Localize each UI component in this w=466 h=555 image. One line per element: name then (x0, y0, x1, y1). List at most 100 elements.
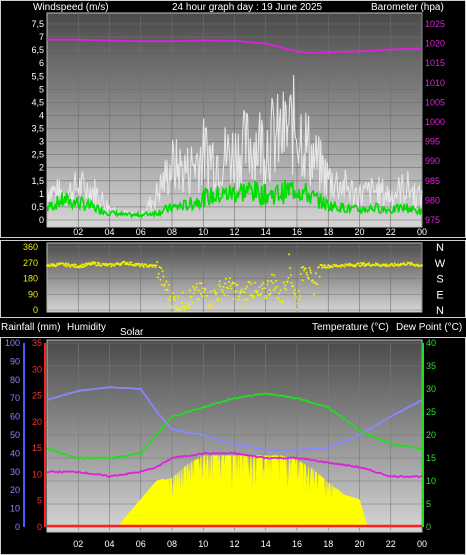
humidity-tick-label: 30 (10, 467, 20, 477)
direction-point (367, 262, 370, 265)
direction-point (71, 264, 74, 267)
direction-point (96, 261, 99, 264)
wind-tick-label: 0 (39, 215, 44, 225)
direction-point (253, 295, 255, 298)
direction-point (285, 288, 288, 291)
direction-point (175, 306, 178, 309)
direction-point (248, 281, 251, 283)
direction-point (169, 295, 172, 298)
direction-point (255, 291, 258, 294)
direction-point (113, 264, 116, 267)
direction-point (210, 290, 213, 293)
direction-point (177, 295, 180, 298)
direction-point (162, 275, 165, 278)
direction-point (241, 307, 244, 310)
direction-point (293, 288, 296, 291)
direction-point (128, 263, 130, 266)
direction-point (171, 292, 174, 295)
direction-point (275, 285, 278, 288)
direction-point (154, 266, 157, 269)
direction-point (164, 283, 166, 286)
direction-point (190, 295, 193, 298)
rain-tick-label: 10 (32, 469, 42, 479)
direction-point (239, 290, 242, 293)
rain-tick-label: 0 (37, 522, 42, 532)
rainfall-axis-label: Rainfall (mm) (1, 322, 60, 333)
humidity-tick-label: 10 (10, 504, 20, 514)
wind-tick-label: 3 (39, 137, 44, 147)
wind-tick-label: 6 (39, 58, 44, 68)
direction-point (393, 262, 396, 265)
direction-point (361, 262, 364, 265)
direction-point (309, 269, 312, 272)
temperature-tick-label: 40 (426, 338, 436, 348)
direction-point (231, 281, 234, 284)
direction-point (142, 266, 145, 269)
temperature-tick-label: 0 (426, 522, 431, 532)
direction-point (254, 289, 257, 292)
climate-x-tick-label: 20 (354, 539, 364, 549)
direction-point (261, 287, 264, 290)
direction-point (199, 282, 202, 284)
direction-point (299, 273, 302, 275)
direction-point (204, 288, 207, 290)
direction-point (206, 294, 209, 297)
direction-point (228, 277, 231, 280)
direction-point (165, 280, 168, 283)
direction-point (186, 302, 189, 305)
temperature-tick-label: 25 (426, 407, 436, 417)
direction-point (310, 271, 313, 274)
direction-point (249, 294, 252, 297)
direction-point (236, 284, 239, 287)
direction-point (178, 308, 181, 311)
direction-point (195, 286, 198, 289)
direction-point (209, 307, 212, 310)
temperature-tick-label: 15 (426, 453, 436, 463)
direction-point (299, 294, 302, 297)
direction-point (246, 285, 248, 288)
humidity-tick-label: 90 (10, 356, 20, 366)
barometer-tick-label: 985 (425, 176, 440, 186)
direction-point (191, 301, 194, 304)
humidity-series-line (46, 386, 423, 451)
direction-point (258, 286, 261, 289)
direction-point (249, 282, 252, 285)
humidity-tick-label: 20 (10, 485, 20, 495)
climate-x-tick-label: 12 (229, 539, 239, 549)
rain-tick-label: 15 (32, 443, 42, 453)
direction-point (176, 308, 179, 311)
direction-tick-label: 360 (23, 242, 38, 252)
direction-point (305, 271, 308, 274)
wind-tick-label: 6,5 (31, 45, 44, 55)
humidity-tick-label: 70 (10, 393, 20, 403)
direction-point (96, 264, 98, 267)
direction-point (214, 290, 216, 293)
direction-point (103, 264, 106, 267)
wind-x-tick-label: 20 (354, 227, 364, 237)
direction-point (263, 297, 266, 300)
direction-point (307, 277, 310, 280)
dewpoint-axis-label: Dew Point (°C) (396, 322, 462, 333)
direction-point (73, 263, 76, 266)
direction-point (284, 284, 287, 287)
direction-point (181, 301, 184, 304)
direction-point (316, 283, 319, 286)
direction-point (232, 298, 235, 300)
direction-point (157, 272, 160, 275)
direction-point (303, 269, 305, 272)
direction-point (196, 298, 199, 300)
direction-point (385, 263, 388, 266)
climate-x-tick-label: 16 (292, 539, 302, 549)
wind-tick-label: 5 (39, 84, 44, 94)
direction-point (151, 265, 154, 268)
direction-point (69, 265, 72, 268)
direction-point (81, 266, 84, 269)
wind-tick-label: 1,5 (31, 176, 44, 186)
climate-x-tick-label: 18 (323, 539, 333, 549)
humidity-tick-label: 100 (5, 338, 20, 348)
direction-point (392, 265, 395, 268)
direction-point (408, 262, 411, 265)
barometer-tick-label: 1025 (425, 19, 445, 29)
solar-series-area (116, 455, 368, 528)
direction-point (229, 284, 232, 287)
